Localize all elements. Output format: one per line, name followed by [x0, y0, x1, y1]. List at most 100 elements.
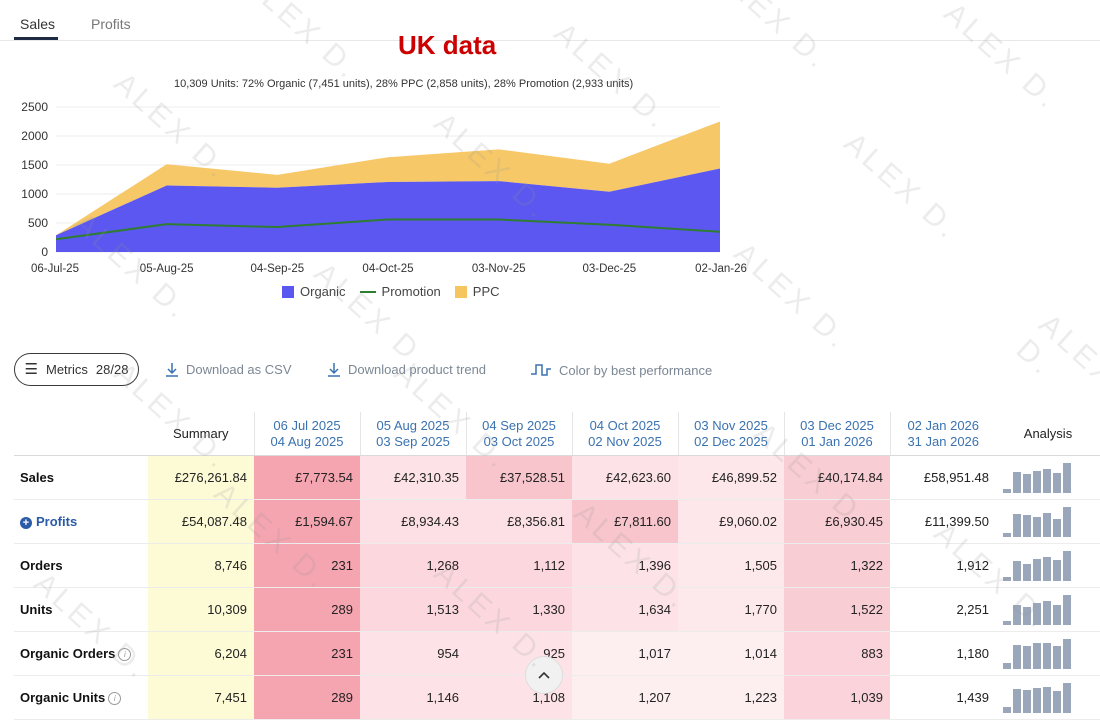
sparkline-bar: [1003, 576, 1011, 581]
legend-label-ppc: PPC: [472, 284, 500, 299]
header-period[interactable]: 03 Nov 2025 02 Dec 2025: [677, 412, 784, 456]
period-start: 02 Jan 2026: [907, 417, 980, 433]
sparkline-bar: [1023, 514, 1031, 537]
metrics-button[interactable]: ☰ Metrics 28/28: [14, 353, 139, 386]
period-value-cell: 1,439: [890, 675, 996, 720]
y-tick-label: 2000: [21, 129, 48, 143]
sparkline-bar: [1003, 706, 1011, 713]
sparkline-bar: [1003, 488, 1011, 493]
legend-item-ppc[interactable]: PPC: [454, 284, 500, 299]
tab-profits[interactable]: Profits: [91, 16, 131, 32]
period-value-cell: 1,039: [784, 675, 890, 720]
period-value-cell: 1,268: [360, 543, 466, 588]
period-start: 05 Aug 2025: [376, 417, 450, 433]
sparkline-bar: [1003, 620, 1011, 625]
period-value-cell: £37,528.51: [466, 455, 572, 500]
sparkline[interactable]: [1003, 638, 1093, 669]
period-start: 04 Sep 2025: [482, 417, 556, 433]
table-row: Sales £276,261.84 £7,773.54 £42,310.35 £37,5…: [14, 455, 1100, 500]
sparkline-bar: [1013, 644, 1021, 669]
row-label: Units: [20, 602, 53, 617]
period-value-cell: £1,594.67: [254, 499, 360, 544]
summary-cell: 7,451: [148, 675, 254, 720]
tab-sales[interactable]: Sales: [20, 16, 56, 32]
legend-label-organic: Organic: [300, 284, 346, 299]
period-value-cell: £46,899.52: [678, 455, 784, 500]
period-value-cell: 231: [254, 543, 360, 588]
sparkline-bar: [1013, 604, 1021, 625]
expand-plus-icon[interactable]: +: [20, 516, 32, 529]
period-value-cell: 1,180: [890, 631, 996, 676]
info-icon[interactable]: i: [108, 692, 122, 706]
sparkline-bar: [1063, 638, 1071, 669]
sparkline-bar: [1063, 594, 1071, 625]
row-label: Organic Units: [20, 689, 106, 705]
period-value-cell: 1,330: [466, 587, 572, 632]
sparkline-bar: [1063, 550, 1071, 581]
period-start: 03 Dec 2025: [800, 417, 874, 433]
active-tab-indicator: [14, 37, 58, 40]
sparkline[interactable]: [1003, 506, 1093, 537]
header-period[interactable]: 04 Oct 2025 02 Nov 2025: [571, 412, 678, 456]
sparkline-bar: [1013, 688, 1021, 713]
row-label: Organic Orders: [20, 645, 116, 661]
period-value-cell: 1,223: [678, 675, 784, 720]
download-csv-button[interactable]: Download as CSV: [165, 362, 292, 377]
period-end: 01 Jan 2026: [801, 433, 873, 449]
sparkline-bar: [1043, 642, 1051, 669]
period-value-cell: 1,146: [360, 675, 466, 720]
metrics-label: Metrics: [46, 362, 88, 377]
sparkline-bar: [1023, 689, 1031, 713]
legend-swatch-organic: [282, 285, 294, 298]
view-tabs: Sales Profits: [0, 0, 1100, 41]
header-period[interactable]: 05 Aug 2025 03 Sep 2025: [359, 412, 466, 456]
legend-item-promotion[interactable]: Promotion: [359, 284, 441, 299]
period-value-cell: 925: [466, 631, 572, 676]
sparkline-bar: [1043, 600, 1051, 625]
period-value-cell: £7,811.60: [572, 499, 678, 544]
sparkline[interactable]: [1003, 682, 1093, 713]
summary-cell: 6,204: [148, 631, 254, 676]
sparkline[interactable]: [1003, 550, 1093, 581]
sparkline-bar: [1063, 462, 1071, 493]
sparkline-bar: [1053, 690, 1061, 713]
row-label-cell: Units: [14, 587, 148, 632]
color-by-best-button[interactable]: Color by best performance: [530, 362, 712, 378]
sparkline-bar: [1033, 558, 1041, 581]
period-value-cell: 1,014: [678, 631, 784, 676]
analysis-cell: [996, 499, 1100, 544]
period-end: 02 Dec 2025: [694, 433, 768, 449]
legend-item-organic[interactable]: Organic: [282, 284, 346, 299]
period-start: 06 Jul 2025: [273, 417, 341, 433]
period-value-cell: £9,060.02: [678, 499, 784, 544]
period-value-cell: 231: [254, 631, 360, 676]
info-icon[interactable]: i: [118, 648, 132, 662]
period-end: 02 Nov 2025: [588, 433, 662, 449]
period-start: 04 Oct 2025: [589, 417, 661, 433]
scroll-to-top-button[interactable]: [525, 656, 563, 694]
sparkline[interactable]: [1003, 462, 1093, 493]
summary-cell: £276,261.84: [148, 455, 254, 500]
metrics-count: 28/28: [95, 362, 129, 377]
header-period[interactable]: 04 Sep 2025 03 Oct 2025: [465, 412, 572, 456]
header-period[interactable]: 06 Jul 2025 04 Aug 2025: [253, 412, 360, 456]
header-period[interactable]: 02 Jan 2026 31 Jan 2026: [889, 412, 996, 456]
legend-label-promotion: Promotion: [381, 284, 441, 299]
header-period[interactable]: 03 Dec 2025 01 Jan 2026: [783, 412, 890, 456]
period-value-cell: 883: [784, 631, 890, 676]
sparkline-bar: [1033, 516, 1041, 537]
period-value-cell: 1,634: [572, 587, 678, 632]
period-value-cell: £7,773.54: [254, 455, 360, 500]
sparkline-bar: [1023, 645, 1031, 669]
download-trend-label: Download product trend: [348, 362, 487, 377]
table-row: + Profits £54,087.48 £1,594.67 £8,934.43 £8,3…: [14, 499, 1100, 544]
period-value-cell: £40,174.84: [784, 455, 890, 500]
download-trend-button[interactable]: Download product trend: [327, 362, 486, 377]
row-label[interactable]: Profits: [36, 514, 78, 529]
sparkline[interactable]: [1003, 594, 1093, 625]
sparkline-bar: [1043, 468, 1051, 493]
x-tick-label: 05-Aug-25: [140, 263, 194, 275]
x-tick-label: 06-Jul-25: [31, 263, 79, 275]
period-value-cell: £6,930.45: [784, 499, 890, 544]
sparkline-bar: [1063, 682, 1071, 713]
